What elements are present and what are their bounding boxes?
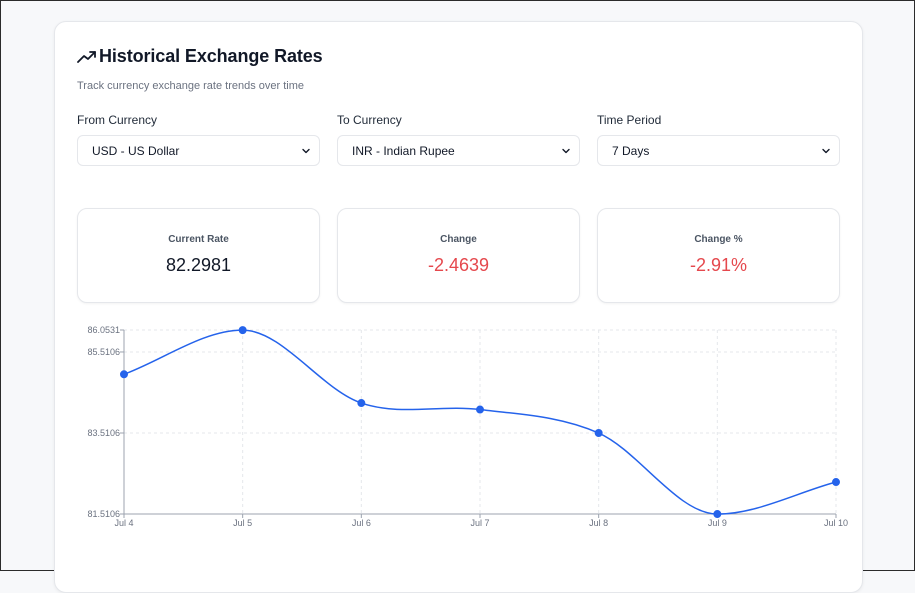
change-card: Change -2.4639: [337, 208, 580, 303]
page-title: Historical Exchange Rates: [99, 46, 323, 66]
exchange-rates-card: Historical Exchange Rates Track currency…: [54, 21, 863, 593]
chevron-down-icon: [562, 148, 570, 153]
time-period-select[interactable]: 7 Days: [597, 135, 840, 166]
from-currency-label: From Currency: [77, 113, 158, 127]
data-point: [713, 510, 722, 519]
x-tick-label: Jul 10: [824, 518, 848, 528]
data-point: [594, 429, 603, 438]
chevron-down-icon: [822, 148, 830, 153]
trending-up-icon: [77, 49, 97, 65]
time-period-value: 7 Days: [612, 143, 650, 158]
time-period-label: Time Period: [597, 113, 662, 127]
current-rate-value: 82.2981: [165, 255, 232, 275]
x-tick-label: Jul 8: [589, 518, 608, 528]
x-tick-label: Jul 7: [470, 518, 489, 528]
data-point: [238, 326, 247, 335]
to-currency-label: To Currency: [337, 113, 402, 127]
data-point: [120, 370, 128, 379]
to-currency-field: To Currency INR - Indian Rupee: [337, 113, 580, 166]
y-tick-label: 81.5106: [87, 509, 120, 519]
from-currency-value: USD - US Dollar: [92, 143, 180, 158]
from-currency-field: From Currency USD - US Dollar: [77, 113, 320, 166]
change-value: -2.4639: [427, 255, 490, 275]
to-currency-select[interactable]: INR - Indian Rupee: [337, 135, 580, 166]
from-currency-select[interactable]: USD - US Dollar: [77, 135, 320, 166]
to-currency-value: INR - Indian Rupee: [352, 143, 455, 158]
page-subtitle: Track currency exchange rate trends over…: [77, 80, 305, 92]
x-tick-label: Jul 9: [708, 518, 727, 528]
data-point: [357, 399, 366, 408]
data-point: [832, 478, 840, 487]
chevron-down-icon: [302, 148, 310, 153]
y-tick-label: 83.5106: [87, 428, 120, 438]
y-tick-label: 86.0531: [87, 325, 120, 335]
change-percent-label: Change %: [694, 234, 743, 245]
change-label: Change: [440, 234, 477, 245]
time-period-field: Time Period 7 Days: [597, 113, 840, 166]
current-rate-card: Current Rate 82.2981: [77, 208, 320, 303]
current-rate-label: Current Rate: [168, 234, 229, 245]
change-percent-card: Change % -2.91%: [597, 208, 840, 303]
title-row: Historical Exchange Rates: [77, 46, 323, 67]
data-point: [476, 405, 484, 414]
y-tick-label: 85.5106: [87, 347, 120, 357]
x-tick-label: Jul 6: [352, 518, 371, 528]
change-percent-value: -2.91%: [689, 255, 748, 275]
x-tick-label: Jul 4: [114, 518, 133, 528]
x-tick-label: Jul 5: [233, 518, 252, 528]
